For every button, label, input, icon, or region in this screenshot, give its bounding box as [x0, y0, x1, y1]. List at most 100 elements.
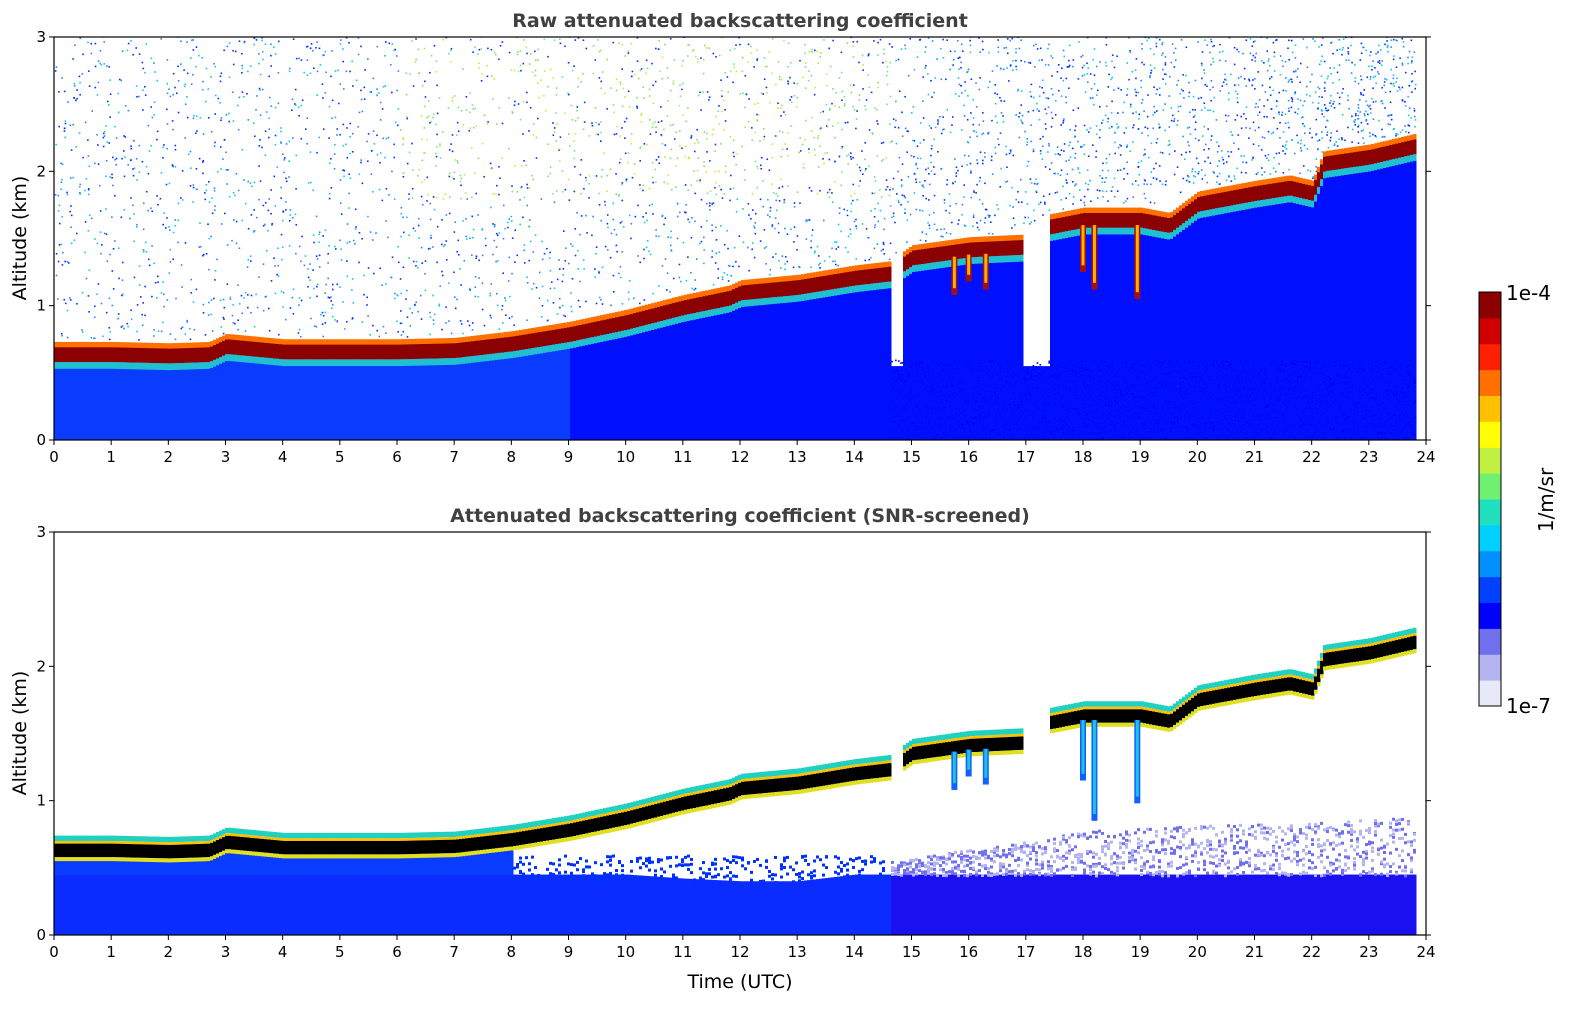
noise-speck	[189, 327, 191, 330]
noise-speck	[904, 432, 907, 434]
noise-speck	[117, 317, 119, 320]
noise-speck	[277, 40, 280, 43]
noise-speck	[274, 134, 277, 137]
noise-speck	[676, 157, 679, 160]
noise-speck	[535, 157, 538, 159]
noise-speck	[177, 219, 180, 222]
noise-speck	[573, 65, 575, 67]
noise-speck	[715, 181, 717, 184]
noise-speck	[820, 127, 822, 130]
noise-speck	[109, 253, 111, 256]
noise-speck	[916, 404, 918, 407]
cloud-core-cell	[411, 344, 415, 360]
noise-speck	[1014, 404, 1016, 406]
noise-speck	[682, 114, 684, 117]
noise-speck	[184, 137, 186, 139]
noise-speck	[469, 237, 471, 240]
noise-speck	[180, 264, 183, 266]
boundary-layer-cell	[228, 354, 232, 440]
noise-speck	[684, 155, 687, 158]
noise-speck	[976, 379, 978, 382]
noise-speck	[208, 268, 210, 271]
boundary-layer-cell	[387, 359, 391, 440]
noise-speck	[915, 162, 918, 165]
noise-speck	[324, 311, 327, 314]
noise-speck	[1006, 433, 1009, 436]
noise-speck	[475, 255, 478, 258]
noise-speck	[430, 54, 433, 57]
noise-speck	[1000, 99, 1003, 102]
noise-speck	[670, 249, 673, 251]
cloud-edge-cell	[789, 275, 793, 283]
noise-speck	[123, 208, 126, 211]
noise-speck	[105, 175, 107, 178]
noise-speck	[768, 216, 771, 218]
noise-speck	[117, 92, 120, 95]
noise-speck	[345, 37, 348, 39]
noise-speck	[123, 150, 125, 152]
noise-speck	[227, 32, 229, 34]
noise-speck	[77, 33, 79, 35]
noise-speck	[1045, 97, 1048, 99]
noise-speck	[619, 276, 622, 279]
noise-speck	[545, 33, 547, 35]
noise-speck	[1050, 87, 1053, 90]
noise-speck	[889, 205, 892, 207]
noise-speck	[87, 188, 90, 191]
noise-speck	[1075, 389, 1078, 392]
cloud-base-cell	[366, 359, 370, 367]
noise-speck	[1002, 424, 1005, 427]
cloud-core-cell	[228, 339, 232, 355]
boundary-layer-cell	[936, 261, 940, 440]
noise-speck	[964, 427, 966, 429]
noise-speck	[316, 285, 318, 288]
cloud-edge-cell	[780, 276, 784, 284]
noise-speck	[322, 314, 325, 317]
noise-speck	[1021, 403, 1023, 406]
noise-speck	[79, 81, 81, 84]
noise-speck	[921, 209, 924, 212]
noise-speck	[952, 383, 954, 385]
cloud-base-cell	[693, 312, 697, 320]
noise-speck	[426, 138, 428, 141]
cloud-edge-cell	[831, 269, 835, 276]
noise-speck	[142, 228, 145, 231]
noise-speck	[151, 210, 154, 213]
noise-speck	[261, 37, 263, 39]
cloud-core-cell	[111, 347, 115, 363]
noise-speck	[1009, 367, 1012, 369]
noise-speck	[595, 302, 598, 305]
noise-speck	[109, 331, 112, 333]
noise-speck	[1032, 426, 1035, 428]
noise-speck	[1065, 101, 1068, 104]
noise-speck	[786, 233, 789, 236]
noise-speck	[475, 125, 477, 128]
noise-speck	[355, 226, 357, 228]
noise-speck	[777, 222, 780, 225]
noise-speck	[880, 249, 883, 252]
noise-speck	[783, 111, 785, 113]
noise-speck	[973, 387, 976, 390]
cloud-core-cell	[297, 344, 301, 360]
noise-speck	[898, 373, 901, 376]
noise-speck	[529, 53, 532, 55]
noise-speck	[966, 141, 969, 143]
noise-speck	[105, 159, 108, 162]
noise-speck	[942, 128, 944, 131]
noise-speck	[808, 33, 810, 35]
noise-speck	[312, 189, 314, 192]
noise-speck	[462, 68, 464, 70]
cloud-core-cell	[120, 347, 124, 363]
noise-speck	[967, 400, 970, 402]
noise-speck	[1063, 404, 1066, 407]
noise-speck	[340, 248, 342, 250]
boundary-layer-cell	[840, 287, 844, 440]
noise-speck	[142, 249, 145, 251]
noise-speck	[541, 285, 544, 288]
noise-speck	[1014, 387, 1017, 390]
boundary-layer-cell	[771, 297, 775, 440]
noise-speck	[753, 66, 755, 68]
noise-speck	[934, 382, 937, 385]
noise-speck	[417, 217, 420, 220]
cloud-base-cell	[237, 355, 241, 362]
